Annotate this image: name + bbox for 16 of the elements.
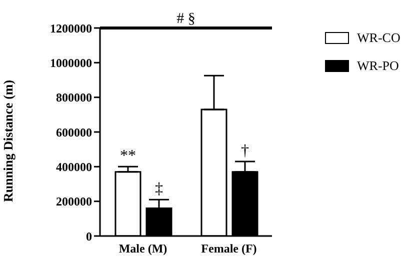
y-tick-label: 1200000 [50,21,92,36]
y-tick-label: 600000 [56,125,92,140]
y-tick-label: 200000 [56,194,92,209]
ref-line-label: # § [176,11,196,27]
data-label: ‡ [154,180,163,198]
x-tick-label: Male (M) [118,242,168,256]
data-label: † [240,142,249,160]
legend-label: WR-PO [357,58,399,74]
legend-label: WR-CO [357,30,400,46]
y-tick-label: 400000 [56,160,92,174]
y-tick-label: 800000 [56,90,92,105]
y-tick-label: 0 [86,229,92,244]
x-tick-label: Female (F) [201,242,257,256]
y-tick-label: 1000000 [50,56,92,70]
data-label: ** [120,148,136,165]
y-axis-title: Running Distance (m) [0,80,16,202]
